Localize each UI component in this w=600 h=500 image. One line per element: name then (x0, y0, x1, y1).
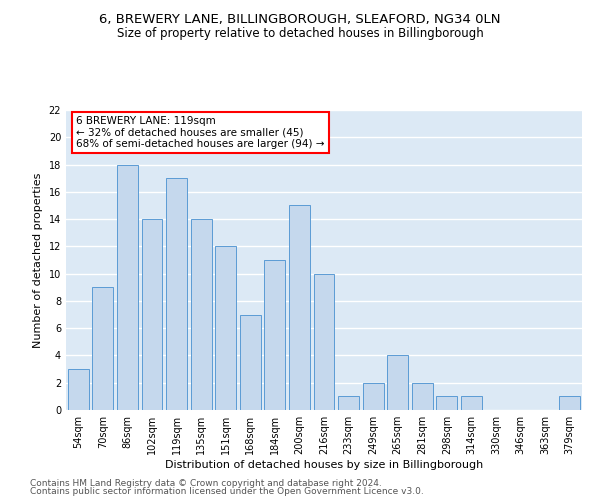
Bar (436, 396, 457, 410)
Bar (461, 396, 482, 410)
Bar (166, 178, 187, 410)
Bar (142, 219, 163, 410)
Bar (215, 246, 236, 410)
Bar (240, 314, 261, 410)
Bar (338, 396, 359, 410)
Bar (265, 260, 286, 410)
Bar (314, 274, 334, 410)
Bar (191, 219, 212, 410)
Text: 6, BREWERY LANE, BILLINGBOROUGH, SLEAFORD, NG34 0LN: 6, BREWERY LANE, BILLINGBOROUGH, SLEAFOR… (99, 12, 501, 26)
Bar (68, 369, 89, 410)
Text: Size of property relative to detached houses in Billingborough: Size of property relative to detached ho… (116, 28, 484, 40)
Bar (289, 206, 310, 410)
Bar (387, 356, 408, 410)
Y-axis label: Number of detached properties: Number of detached properties (33, 172, 43, 348)
X-axis label: Distribution of detached houses by size in Billingborough: Distribution of detached houses by size … (165, 460, 483, 470)
Bar (117, 164, 138, 410)
Bar (559, 396, 580, 410)
Bar (362, 382, 383, 410)
Text: 6 BREWERY LANE: 119sqm
← 32% of detached houses are smaller (45)
68% of semi-det: 6 BREWERY LANE: 119sqm ← 32% of detached… (76, 116, 325, 149)
Bar (92, 288, 113, 410)
Text: Contains public sector information licensed under the Open Government Licence v3: Contains public sector information licen… (30, 487, 424, 496)
Text: Contains HM Land Registry data © Crown copyright and database right 2024.: Contains HM Land Registry data © Crown c… (30, 478, 382, 488)
Bar (412, 382, 433, 410)
